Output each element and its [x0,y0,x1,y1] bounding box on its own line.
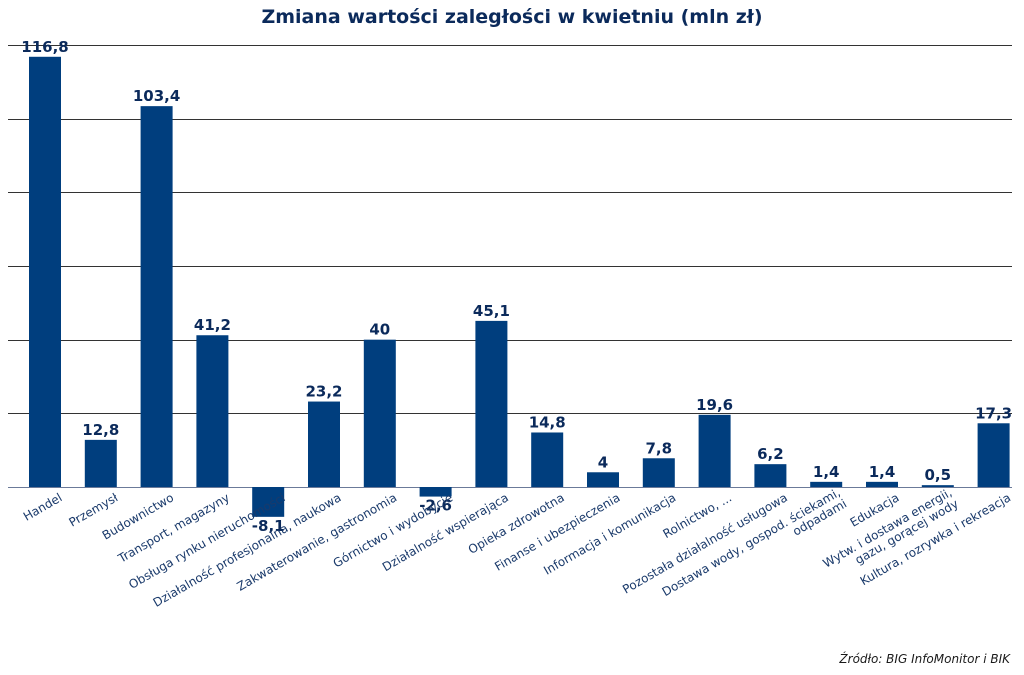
bar-16 [866,481,898,487]
bar-13 [698,414,731,487]
source-note: Źródło: BIG InfoMonitor i BIK [839,652,1010,666]
value-label-16: 1,4 [869,463,896,481]
value-label-15: 1,4 [813,463,840,481]
value-label-8: -2,6 [419,497,452,515]
value-label-6: 23,2 [305,383,342,401]
value-label-11: 4 [598,453,608,471]
bar-6 [308,401,340,487]
bar-14 [754,464,787,487]
bar-18 [977,423,1010,487]
value-label-12: 7,8 [646,439,673,457]
value-label-13: 19,6 [696,396,733,414]
value-label-18: 17,3 [975,404,1012,422]
bar-1 [29,56,61,487]
value-labels: 116,8 12,8 103,4 41,2 -8,1 23,2 40 -2,6 45,1 14,8… [21,38,1012,535]
value-label-4: 41,2 [194,316,231,334]
bar-10 [531,432,564,487]
bar-2 [84,439,117,487]
bar-17 [921,485,954,487]
bar-12 [642,458,675,487]
bar-15 [810,481,843,487]
value-label-3: 103,4 [133,87,180,105]
value-label-14: 6,2 [757,445,784,463]
gridlines [8,45,1012,488]
bar-9 [475,320,508,487]
bar-5 [252,487,285,517]
bar-4 [196,335,229,487]
value-label-2: 12,8 [82,421,119,439]
value-label-17: 0,5 [925,466,952,484]
bar-8 [419,487,452,497]
bar-3 [140,106,173,487]
category-label-1: Handel [21,490,65,523]
value-label-7: 40 [369,321,390,339]
chart-title: Zmiana wartości zaległości w kwietniu (m… [261,6,763,28]
value-label-10: 14,8 [529,413,566,431]
value-label-1: 116,8 [21,38,68,56]
bar-11 [587,472,619,487]
bar-7 [363,339,396,487]
value-label-5: -8,1 [252,517,285,535]
bars [29,56,1010,517]
value-label-9: 45,1 [473,302,510,320]
